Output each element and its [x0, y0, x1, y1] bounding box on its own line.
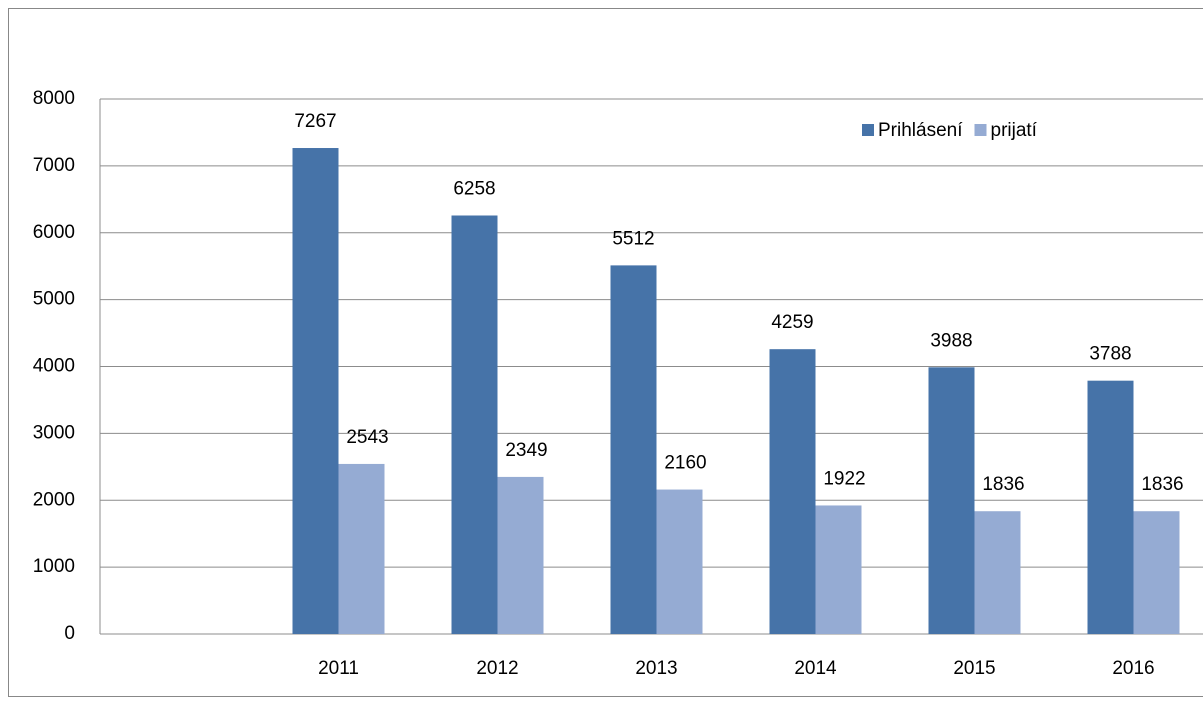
y-tick-label: 7000 [33, 155, 75, 176]
data-label: 2349 [505, 440, 547, 461]
y-tick-label: 1000 [33, 556, 75, 577]
data-label: 3788 [1089, 344, 1131, 365]
bar [1087, 380, 1134, 634]
data-label: 6258 [453, 179, 495, 200]
legend-swatch [862, 124, 874, 136]
x-tick-label: 2016 [1112, 658, 1154, 679]
bar [1133, 511, 1180, 634]
bar [338, 463, 385, 634]
chart-border [8, 8, 1203, 697]
data-label: 1836 [1141, 474, 1183, 495]
y-tick-label: 6000 [33, 222, 75, 243]
legend-label: Prihlásení [878, 120, 963, 141]
bar [815, 505, 862, 634]
data-label: 3988 [930, 330, 972, 351]
y-tick-label: 3000 [33, 422, 75, 443]
y-tick-label: 4000 [33, 356, 75, 377]
x-tick-label: 2012 [476, 658, 518, 679]
bar [656, 489, 703, 634]
data-label: 2543 [346, 427, 388, 448]
data-label: 4259 [771, 312, 813, 333]
data-label: 1836 [982, 474, 1024, 495]
bar [292, 148, 339, 634]
x-tick-label: 2013 [635, 658, 677, 679]
bar [769, 349, 816, 634]
data-label: 5512 [612, 228, 654, 249]
y-tick-label: 5000 [33, 289, 75, 310]
x-tick-label: 2015 [953, 658, 995, 679]
bar [974, 511, 1021, 634]
bar [451, 215, 498, 634]
legend-swatch [974, 124, 987, 136]
data-label: 2160 [664, 453, 706, 474]
legend-label: prijatí [991, 120, 1038, 141]
x-tick-label: 2011 [318, 658, 359, 679]
bar [610, 265, 657, 634]
y-tick-label: 2000 [33, 489, 75, 510]
x-tick-label: 2014 [794, 658, 837, 679]
data-label: 1922 [823, 468, 865, 489]
y-tick-label: 8000 [33, 88, 75, 109]
data-label: 7267 [294, 111, 336, 132]
y-tick-label: 0 [64, 623, 75, 644]
bar [497, 476, 544, 634]
bar [928, 367, 975, 634]
